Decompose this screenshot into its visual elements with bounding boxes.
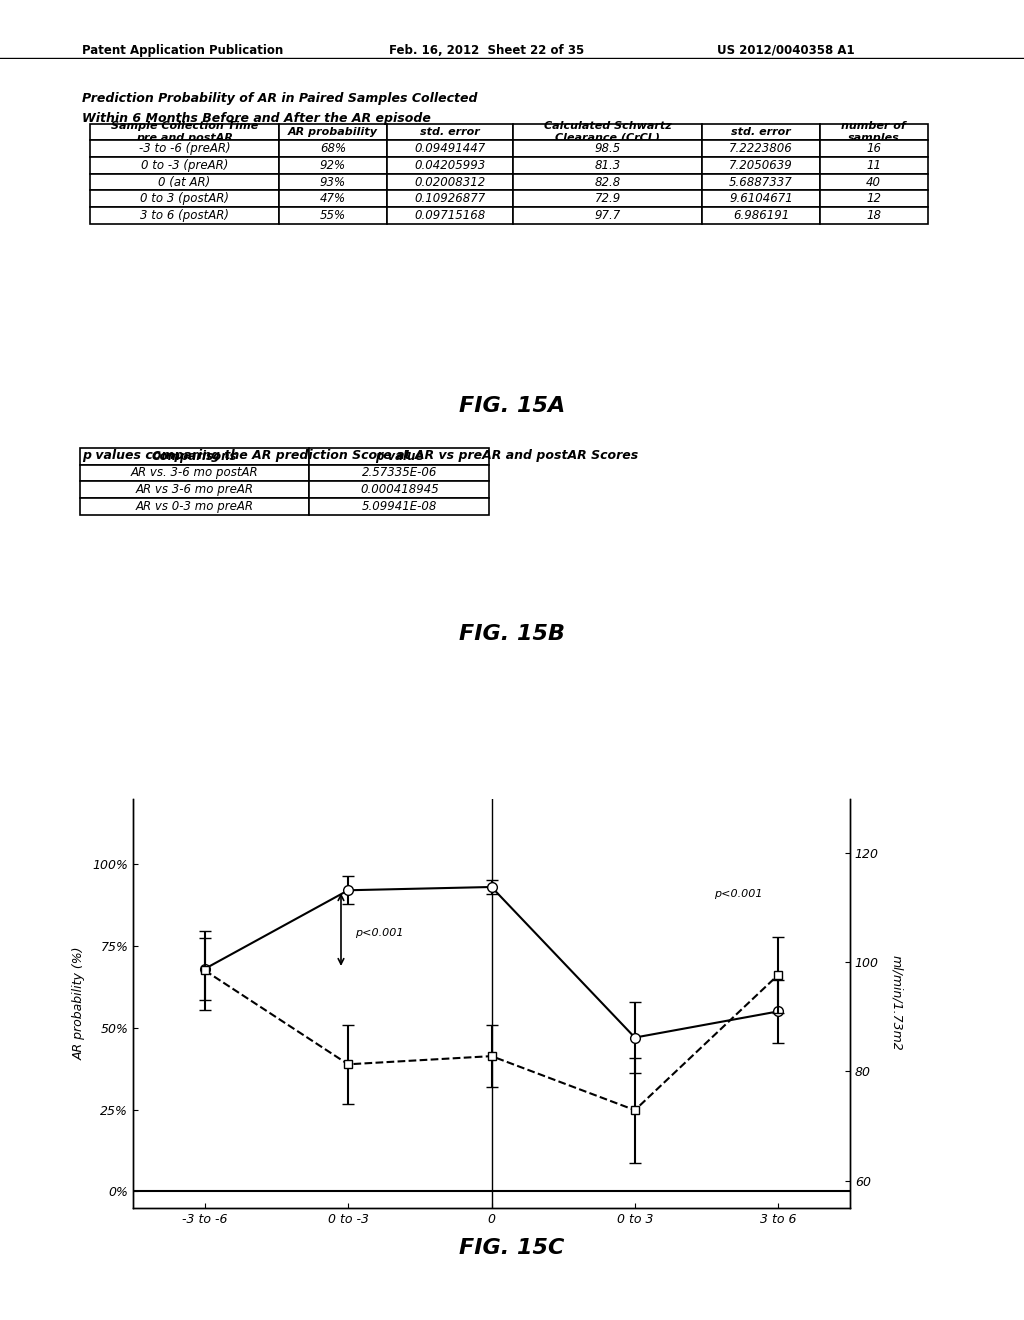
Text: FIG. 15A: FIG. 15A xyxy=(459,396,565,416)
Text: US 2012/0040358 A1: US 2012/0040358 A1 xyxy=(717,44,854,57)
Text: p<0.001: p<0.001 xyxy=(714,888,762,899)
Y-axis label: AR probability (%): AR probability (%) xyxy=(73,946,85,1060)
Text: p values comparing the AR prediction Score at AR vs preAR and postAR Scores: p values comparing the AR prediction Sco… xyxy=(82,449,638,462)
Y-axis label: ml/min/1.73m2: ml/min/1.73m2 xyxy=(890,956,903,1051)
Text: Prediction Probability of AR in Paired Samples Collected: Prediction Probability of AR in Paired S… xyxy=(82,92,477,106)
Text: FIG. 15B: FIG. 15B xyxy=(459,624,565,644)
Text: p<0.001: p<0.001 xyxy=(355,928,403,939)
Text: Feb. 16, 2012  Sheet 22 of 35: Feb. 16, 2012 Sheet 22 of 35 xyxy=(389,44,585,57)
Text: FIG. 15C: FIG. 15C xyxy=(460,1238,564,1258)
Text: Within 6 Months Before and After the AR episode: Within 6 Months Before and After the AR … xyxy=(82,112,431,125)
Text: Patent Application Publication: Patent Application Publication xyxy=(82,44,284,57)
